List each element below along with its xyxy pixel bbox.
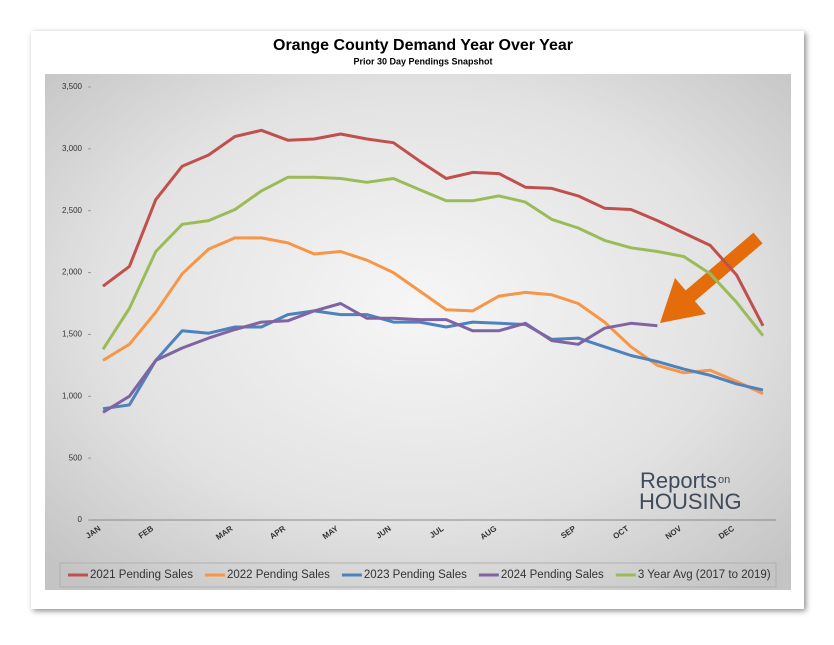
legend-label: 2022 Pending Sales <box>227 569 330 581</box>
logo-sub: HOUSING <box>639 489 742 514</box>
chart-title: Orange County Demand Year Over Year <box>273 37 573 54</box>
series-line <box>101 175 765 351</box>
y-tick-label: 3,500 <box>62 82 83 91</box>
y-tick-label: 1,000 <box>62 391 83 400</box>
y-tick-label: 3,000 <box>62 144 83 153</box>
series-line <box>102 302 658 414</box>
y-tick-label: 2,500 <box>62 206 83 215</box>
y-tick-label: 500 <box>69 453 83 462</box>
series-line <box>102 309 764 411</box>
chart-subtitle: Prior 30 Day Pendings Snapshot <box>353 56 492 66</box>
logo-main: Reports <box>640 468 717 493</box>
y-tick-label: 0 <box>78 515 83 524</box>
legend-label: 2023 Pending Sales <box>364 569 467 581</box>
legend-label: 3 Year Avg (2017 to 2019) <box>638 569 771 581</box>
logo: Reports on HOUSING <box>639 468 742 514</box>
series-line <box>102 236 764 396</box>
legend-label: 2021 Pending Sales <box>90 569 193 581</box>
y-tick-label: 2,000 <box>62 268 83 277</box>
legend-label: 2024 Pending Sales <box>501 569 604 581</box>
arrow <box>660 232 763 323</box>
logo-small: on <box>718 474 730 486</box>
y-tick-label: 1,500 <box>62 330 83 339</box>
series-line <box>102 128 765 327</box>
legend-box <box>59 562 777 588</box>
